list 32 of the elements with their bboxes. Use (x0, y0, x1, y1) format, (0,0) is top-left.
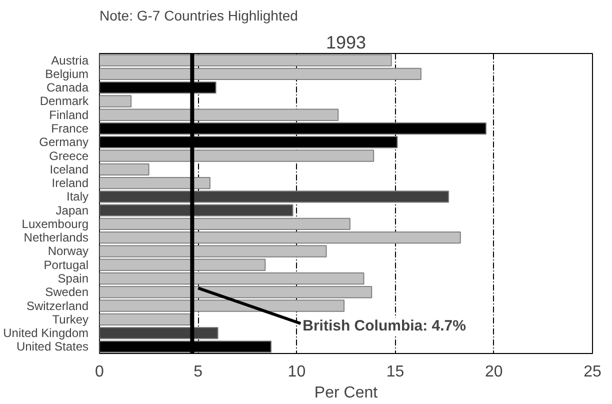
y-tick-label: France (51, 122, 89, 136)
y-tick-label: Spain (58, 272, 89, 286)
y-tick-label: Turkey (52, 312, 89, 326)
x-tick-label: 25 (584, 364, 602, 380)
y-tick-label: Austria (51, 53, 89, 68)
y-tick-label: United States (16, 340, 89, 354)
y-tick-label: Finland (49, 108, 88, 122)
y-tick-label: United Kingdom (3, 326, 89, 340)
y-tick-label: Italy (66, 190, 89, 204)
y-tick-label: Belgium (45, 66, 89, 81)
y-tick-label: Iceland (50, 162, 89, 176)
y-tick-label: Norway (48, 244, 89, 258)
y-tick-label: Sweden (45, 285, 89, 300)
y-tick-label: Germany (39, 135, 89, 150)
x-axis-title: Per Cent (314, 384, 378, 402)
y-tick-label: Netherlands (24, 230, 89, 245)
text: Note: G-7 Countries Highlighted (100, 8, 298, 24)
y-tick-label: Portugal (44, 258, 89, 272)
ref-line-label: British Columbia: 4.7% (302, 318, 466, 335)
y-tick-label: Denmark (40, 94, 90, 108)
chart-title: 1993 (326, 32, 366, 52)
y-tick-label: Luxembourg (22, 216, 89, 231)
y-tick-label: Ireland (52, 176, 89, 190)
x-tick-label: 15 (386, 364, 404, 380)
y-tick-label: Canada (46, 80, 89, 95)
x-tick-label: 5 (194, 364, 203, 380)
y-tick-label: Switzerland (26, 298, 89, 313)
x-tick-label: 0 (95, 364, 104, 380)
x-tick-label: 10 (288, 364, 306, 380)
x-tick-label: 20 (485, 364, 503, 380)
y-tick-label: Japan (56, 203, 89, 218)
y-tick-label: Greece (49, 148, 89, 163)
